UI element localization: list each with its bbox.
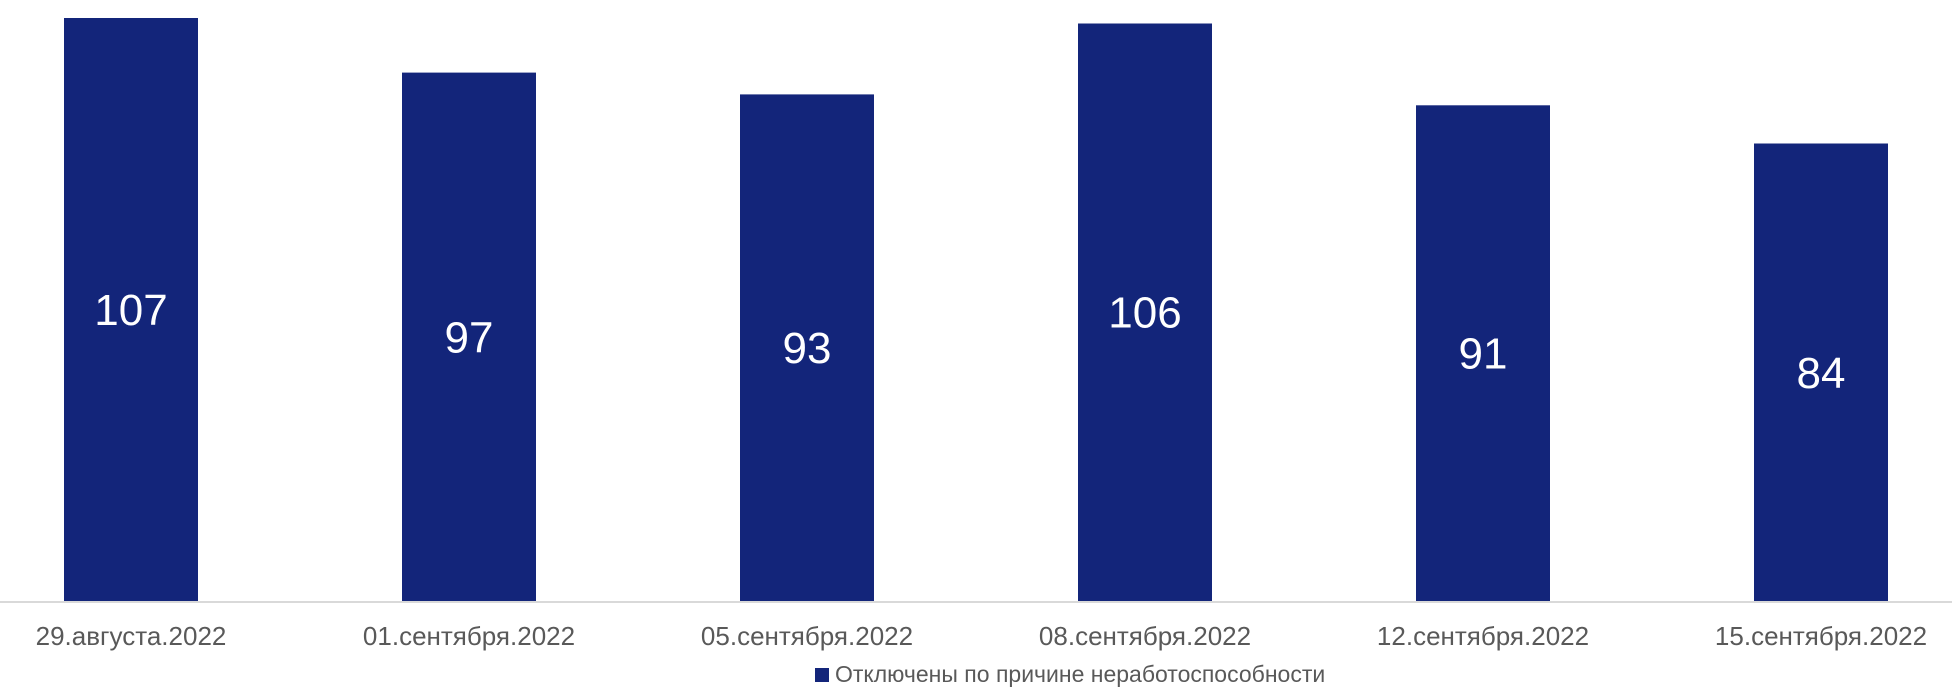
bar-5 — [1416, 105, 1550, 603]
x-tick-label-3: 05.сентября.2022 — [701, 621, 913, 651]
bar-4 — [1078, 23, 1212, 602]
data-label-1: 107 — [94, 286, 167, 335]
legend: Отключены по причине неработоспособности — [815, 661, 1325, 687]
data-label-6: 84 — [1797, 349, 1846, 398]
data-label-2: 97 — [445, 313, 494, 362]
bars-layer — [64, 18, 1888, 603]
legend-label: Отключены по причине неработоспособности — [835, 661, 1325, 687]
legend-swatch — [815, 668, 829, 682]
bar-2 — [402, 72, 536, 603]
bar-6 — [1754, 143, 1888, 602]
bar-1 — [64, 18, 198, 602]
data-label-4: 106 — [1108, 289, 1181, 338]
x-tick-label-1: 29.августа.2022 — [36, 621, 227, 651]
x-tick-label-5: 12.сентября.2022 — [1377, 621, 1589, 651]
data-label-5: 91 — [1459, 330, 1508, 379]
data-labels-layer: 107 97 93 106 91 84 — [94, 286, 1845, 398]
x-tick-label-2: 01.сентября.2022 — [363, 621, 575, 651]
x-axis-tick-labels: 29.августа.2022 01.сентября.2022 05.сентяб… — [36, 621, 1927, 651]
x-tick-label-4: 08.сентября.2022 — [1039, 621, 1251, 651]
data-label-3: 93 — [783, 324, 832, 373]
bar-3 — [740, 94, 874, 603]
x-tick-label-6: 15.сентября.2022 — [1715, 621, 1927, 651]
